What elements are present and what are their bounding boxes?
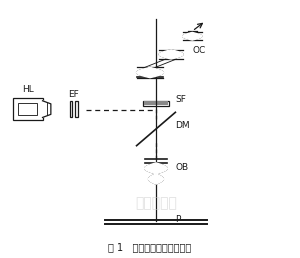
Text: P: P xyxy=(176,215,181,224)
Text: DM: DM xyxy=(176,121,190,130)
Text: OB: OB xyxy=(176,163,188,172)
Text: OC: OC xyxy=(192,46,205,55)
Polygon shape xyxy=(159,50,183,59)
Polygon shape xyxy=(148,174,164,184)
Text: 图 1   落射荧光显微镜结构图: 图 1 落射荧光显微镜结构图 xyxy=(108,242,192,252)
Text: EF: EF xyxy=(68,90,79,99)
Polygon shape xyxy=(43,101,51,117)
Bar xyxy=(142,101,170,106)
Bar xyxy=(75,101,78,117)
Text: 嘉略检测网: 嘉略检测网 xyxy=(135,196,177,211)
Bar xyxy=(144,101,168,105)
Polygon shape xyxy=(145,163,167,174)
Text: SF: SF xyxy=(176,95,186,104)
Bar xyxy=(70,101,72,117)
Bar xyxy=(18,103,37,115)
Polygon shape xyxy=(183,33,202,40)
Text: HL: HL xyxy=(22,85,33,94)
Bar xyxy=(13,98,43,120)
Polygon shape xyxy=(136,67,164,78)
